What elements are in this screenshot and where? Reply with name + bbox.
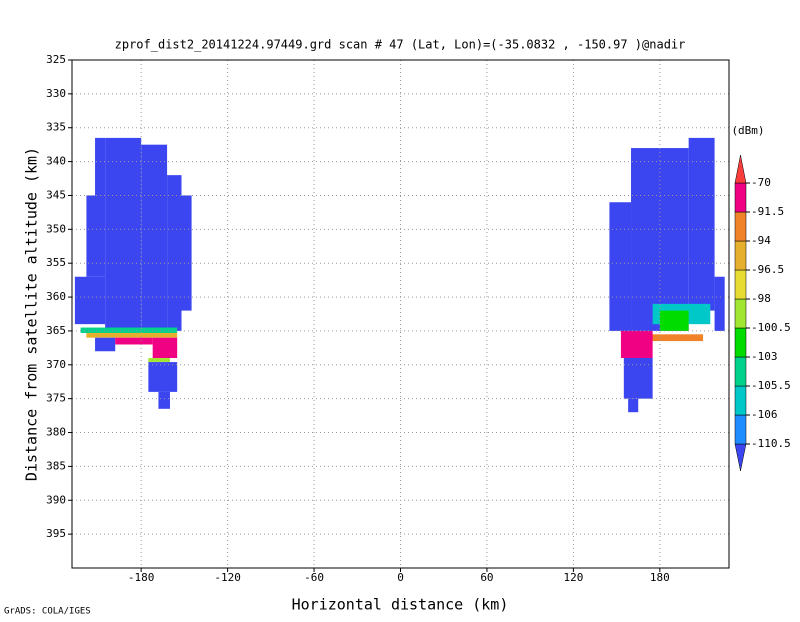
cell — [609, 202, 632, 331]
colorbar-segment — [734, 356, 747, 387]
cell — [158, 391, 170, 409]
y-tick-label: 375 — [46, 392, 66, 405]
colorbar-label: (dBm) — [731, 124, 764, 137]
y-tick-label: 335 — [46, 121, 66, 134]
cell — [623, 358, 653, 399]
y-tick-label: 325 — [46, 53, 66, 66]
cell — [80, 327, 178, 333]
cell — [115, 337, 153, 345]
x-tick-label: 120 — [563, 571, 583, 584]
cell — [148, 362, 178, 392]
colorbar-tick-label: -100.5 — [751, 321, 791, 334]
colorbar-tick-label: -106 — [751, 408, 778, 421]
chart-title: zprof_dist2_20141224.97449.grd scan # 47… — [115, 38, 686, 52]
cell — [105, 137, 142, 331]
y-tick-label: 385 — [46, 459, 66, 472]
colorbar-tick-label: -70 — [751, 176, 771, 189]
cell — [688, 137, 715, 311]
x-axis-label: Horizontal distance (km) — [292, 596, 509, 614]
y-tick-label: 330 — [46, 87, 66, 100]
y-tick-label: 360 — [46, 290, 66, 303]
cell — [95, 337, 116, 352]
cell — [141, 144, 168, 331]
y-tick-label: 345 — [46, 188, 66, 201]
y-tick-label: 370 — [46, 358, 66, 371]
colorbar-segment — [734, 182, 747, 213]
y-tick-label: 350 — [46, 222, 66, 235]
x-tick-label: 180 — [650, 571, 670, 584]
x-tick-label: -120 — [214, 571, 241, 584]
colorbar-segment — [734, 211, 747, 242]
cell — [620, 330, 653, 359]
y-tick-label: 355 — [46, 256, 66, 269]
colorbar-segment — [734, 327, 747, 358]
x-tick-label: -180 — [128, 571, 155, 584]
cell — [628, 334, 704, 342]
cell — [631, 148, 689, 331]
colorbar-segment — [734, 269, 747, 300]
cell — [86, 332, 178, 338]
cell — [95, 137, 106, 196]
y-tick-label: 380 — [46, 426, 66, 439]
x-tick-label: 60 — [480, 571, 493, 584]
y-tick-label: 365 — [46, 324, 66, 337]
colorbar-tick-label: -105.5 — [751, 379, 791, 392]
colorbar-tick-label: -103 — [751, 350, 778, 363]
colorbar-tick-label: -91.5 — [751, 205, 784, 218]
cell — [714, 276, 725, 331]
x-tick-label: -60 — [304, 571, 324, 584]
colorbar-tick-label: -98 — [751, 292, 771, 305]
cell — [167, 175, 182, 331]
colorbar-segment — [734, 298, 747, 329]
colorbar-tick-label: -96.5 — [751, 263, 784, 276]
y-tick-label: 340 — [46, 155, 66, 168]
cell — [659, 310, 689, 331]
y-tick-label: 395 — [46, 527, 66, 540]
colorbar-segment — [734, 385, 747, 416]
y-tick-label: 390 — [46, 493, 66, 506]
cell — [74, 276, 106, 325]
colorbar-tick-label: -94 — [751, 234, 771, 247]
colorbar-triangle — [734, 154, 747, 184]
colorbar-tick-label: -110.5 — [751, 437, 791, 450]
x-tick-label: 0 — [397, 571, 404, 584]
cell — [628, 398, 639, 413]
y-axis-label: Distance from satellite altitude (km) — [23, 147, 41, 481]
footer: GrADS: COLA/IGES — [4, 607, 91, 617]
cell — [86, 195, 106, 277]
colorbar-segment — [734, 414, 747, 445]
colorbar-segment — [734, 240, 747, 271]
cell — [152, 337, 178, 359]
cell — [148, 358, 170, 363]
cell — [181, 195, 192, 311]
plot-frame — [71, 59, 730, 569]
